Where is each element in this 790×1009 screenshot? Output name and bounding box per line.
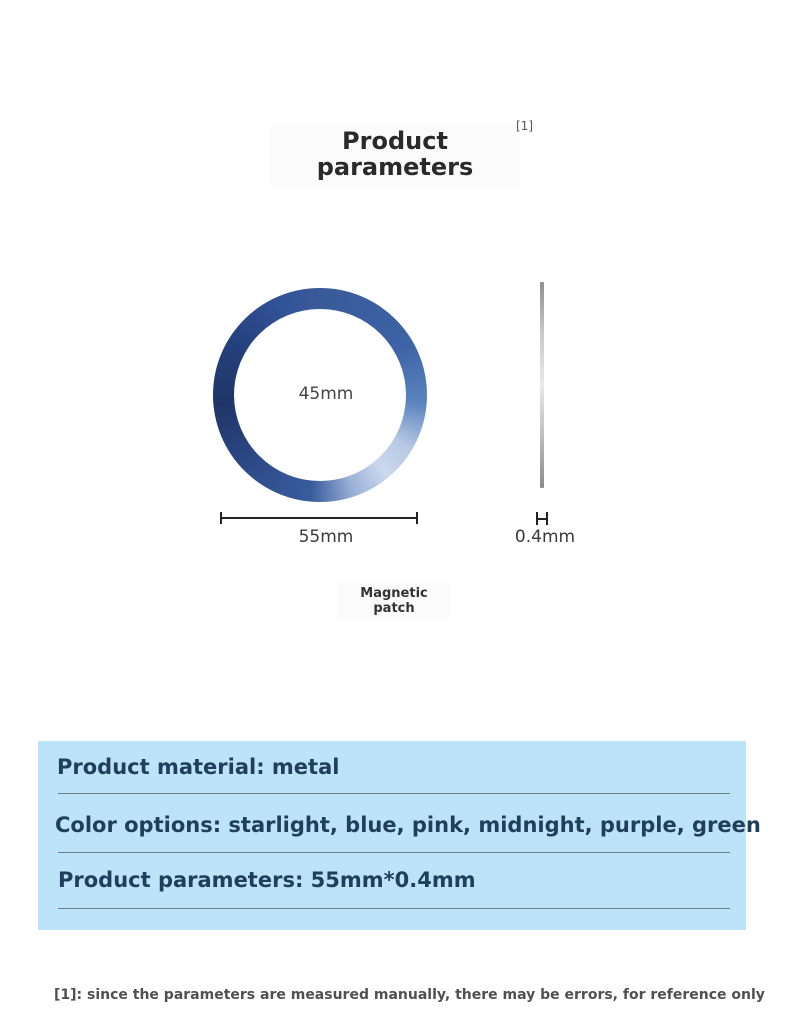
footnote: [1]: since the parameters are measured m… — [54, 987, 765, 1003]
page-title-line-2: parameters — [316, 153, 474, 181]
dimension-left-cap — [220, 512, 222, 524]
spec-panel: Product material: metal Color options: s… — [38, 741, 761, 930]
footnote-reference: [1] — [516, 119, 533, 133]
spec-divider — [58, 852, 730, 853]
ring-inner-hole — [234, 309, 406, 481]
spec-parameters: Product parameters: 55mm*0.4mm — [58, 868, 476, 892]
dimension-right-cap — [416, 512, 418, 524]
spec-material: Product material: metal — [57, 755, 340, 779]
caption-line-2: patch — [373, 601, 415, 616]
spec-divider — [58, 793, 730, 794]
outer-diameter-label: 55mm — [298, 527, 354, 547]
outer-diameter-dimension-line — [221, 517, 418, 519]
spec-divider — [58, 908, 730, 909]
thickness-dimension-mark — [536, 512, 548, 525]
caption-line-1: Magnetic — [360, 586, 428, 601]
page-title-line-1: Product — [342, 127, 448, 155]
thickness-label: 0.4mm — [514, 527, 576, 547]
ring-side-profile-image — [540, 282, 544, 488]
diagram-caption: Magnetic patch — [338, 583, 450, 619]
inner-diameter-label: 45mm — [298, 384, 354, 404]
title-box: Product parameters — [270, 124, 520, 186]
magnetic-ring-image — [213, 288, 427, 502]
spec-colors: Color options: starlight, blue, pink, mi… — [55, 813, 761, 837]
